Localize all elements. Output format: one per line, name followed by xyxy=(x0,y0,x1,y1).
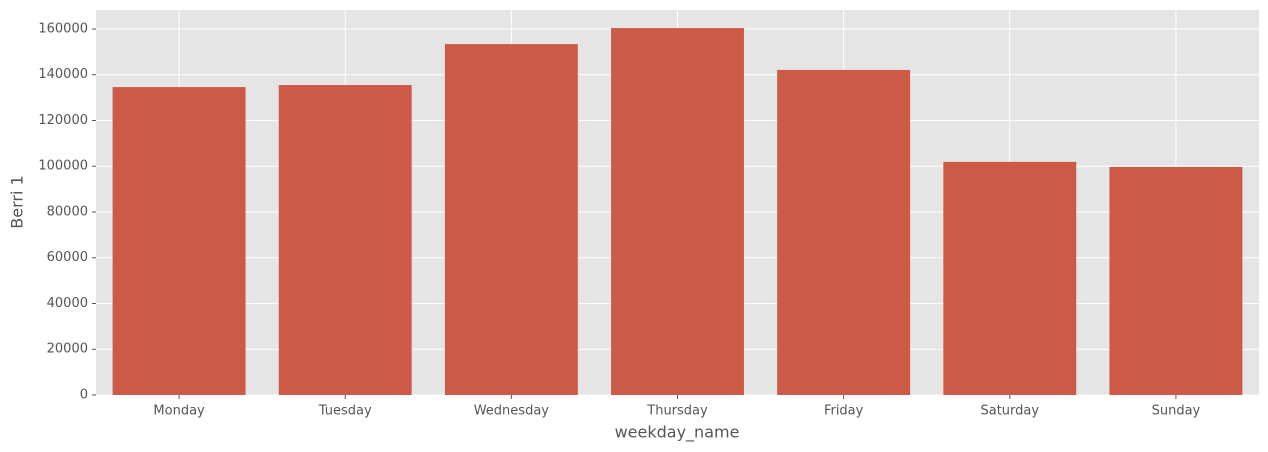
bar xyxy=(112,87,246,396)
bar xyxy=(611,28,744,395)
y-tick-label: 140000 xyxy=(38,67,88,82)
bar xyxy=(943,161,1077,395)
x-tick-label: Friday xyxy=(824,404,864,419)
y-tick-label: 160000 xyxy=(38,21,88,36)
y-tick-label: 40000 xyxy=(47,296,88,311)
y-axis-label: Berri 1 xyxy=(8,175,27,228)
y-tick-label: 100000 xyxy=(38,159,88,174)
y-tick-label: 60000 xyxy=(47,250,88,265)
x-tick-label: Thursday xyxy=(646,404,708,419)
bar xyxy=(444,44,578,396)
x-tick-label: Monday xyxy=(153,404,205,419)
y-tick-label: 80000 xyxy=(47,204,88,219)
x-tick-label: Tuesday xyxy=(318,404,372,419)
x-axis-label: weekday_name xyxy=(615,423,740,443)
x-tick-label: Sunday xyxy=(1152,404,1201,419)
bar xyxy=(777,69,911,396)
x-tick-label: Wednesday xyxy=(474,404,550,419)
y-tick-label: 20000 xyxy=(47,342,88,357)
bar xyxy=(1109,166,1243,395)
bar xyxy=(278,85,412,395)
y-tick-label: 0 xyxy=(80,388,88,403)
y-tick-label: 120000 xyxy=(38,113,88,128)
x-tick-label: Saturday xyxy=(980,404,1039,419)
